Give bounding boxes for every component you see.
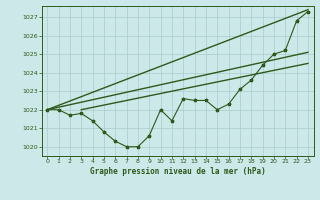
X-axis label: Graphe pression niveau de la mer (hPa): Graphe pression niveau de la mer (hPa): [90, 167, 266, 176]
